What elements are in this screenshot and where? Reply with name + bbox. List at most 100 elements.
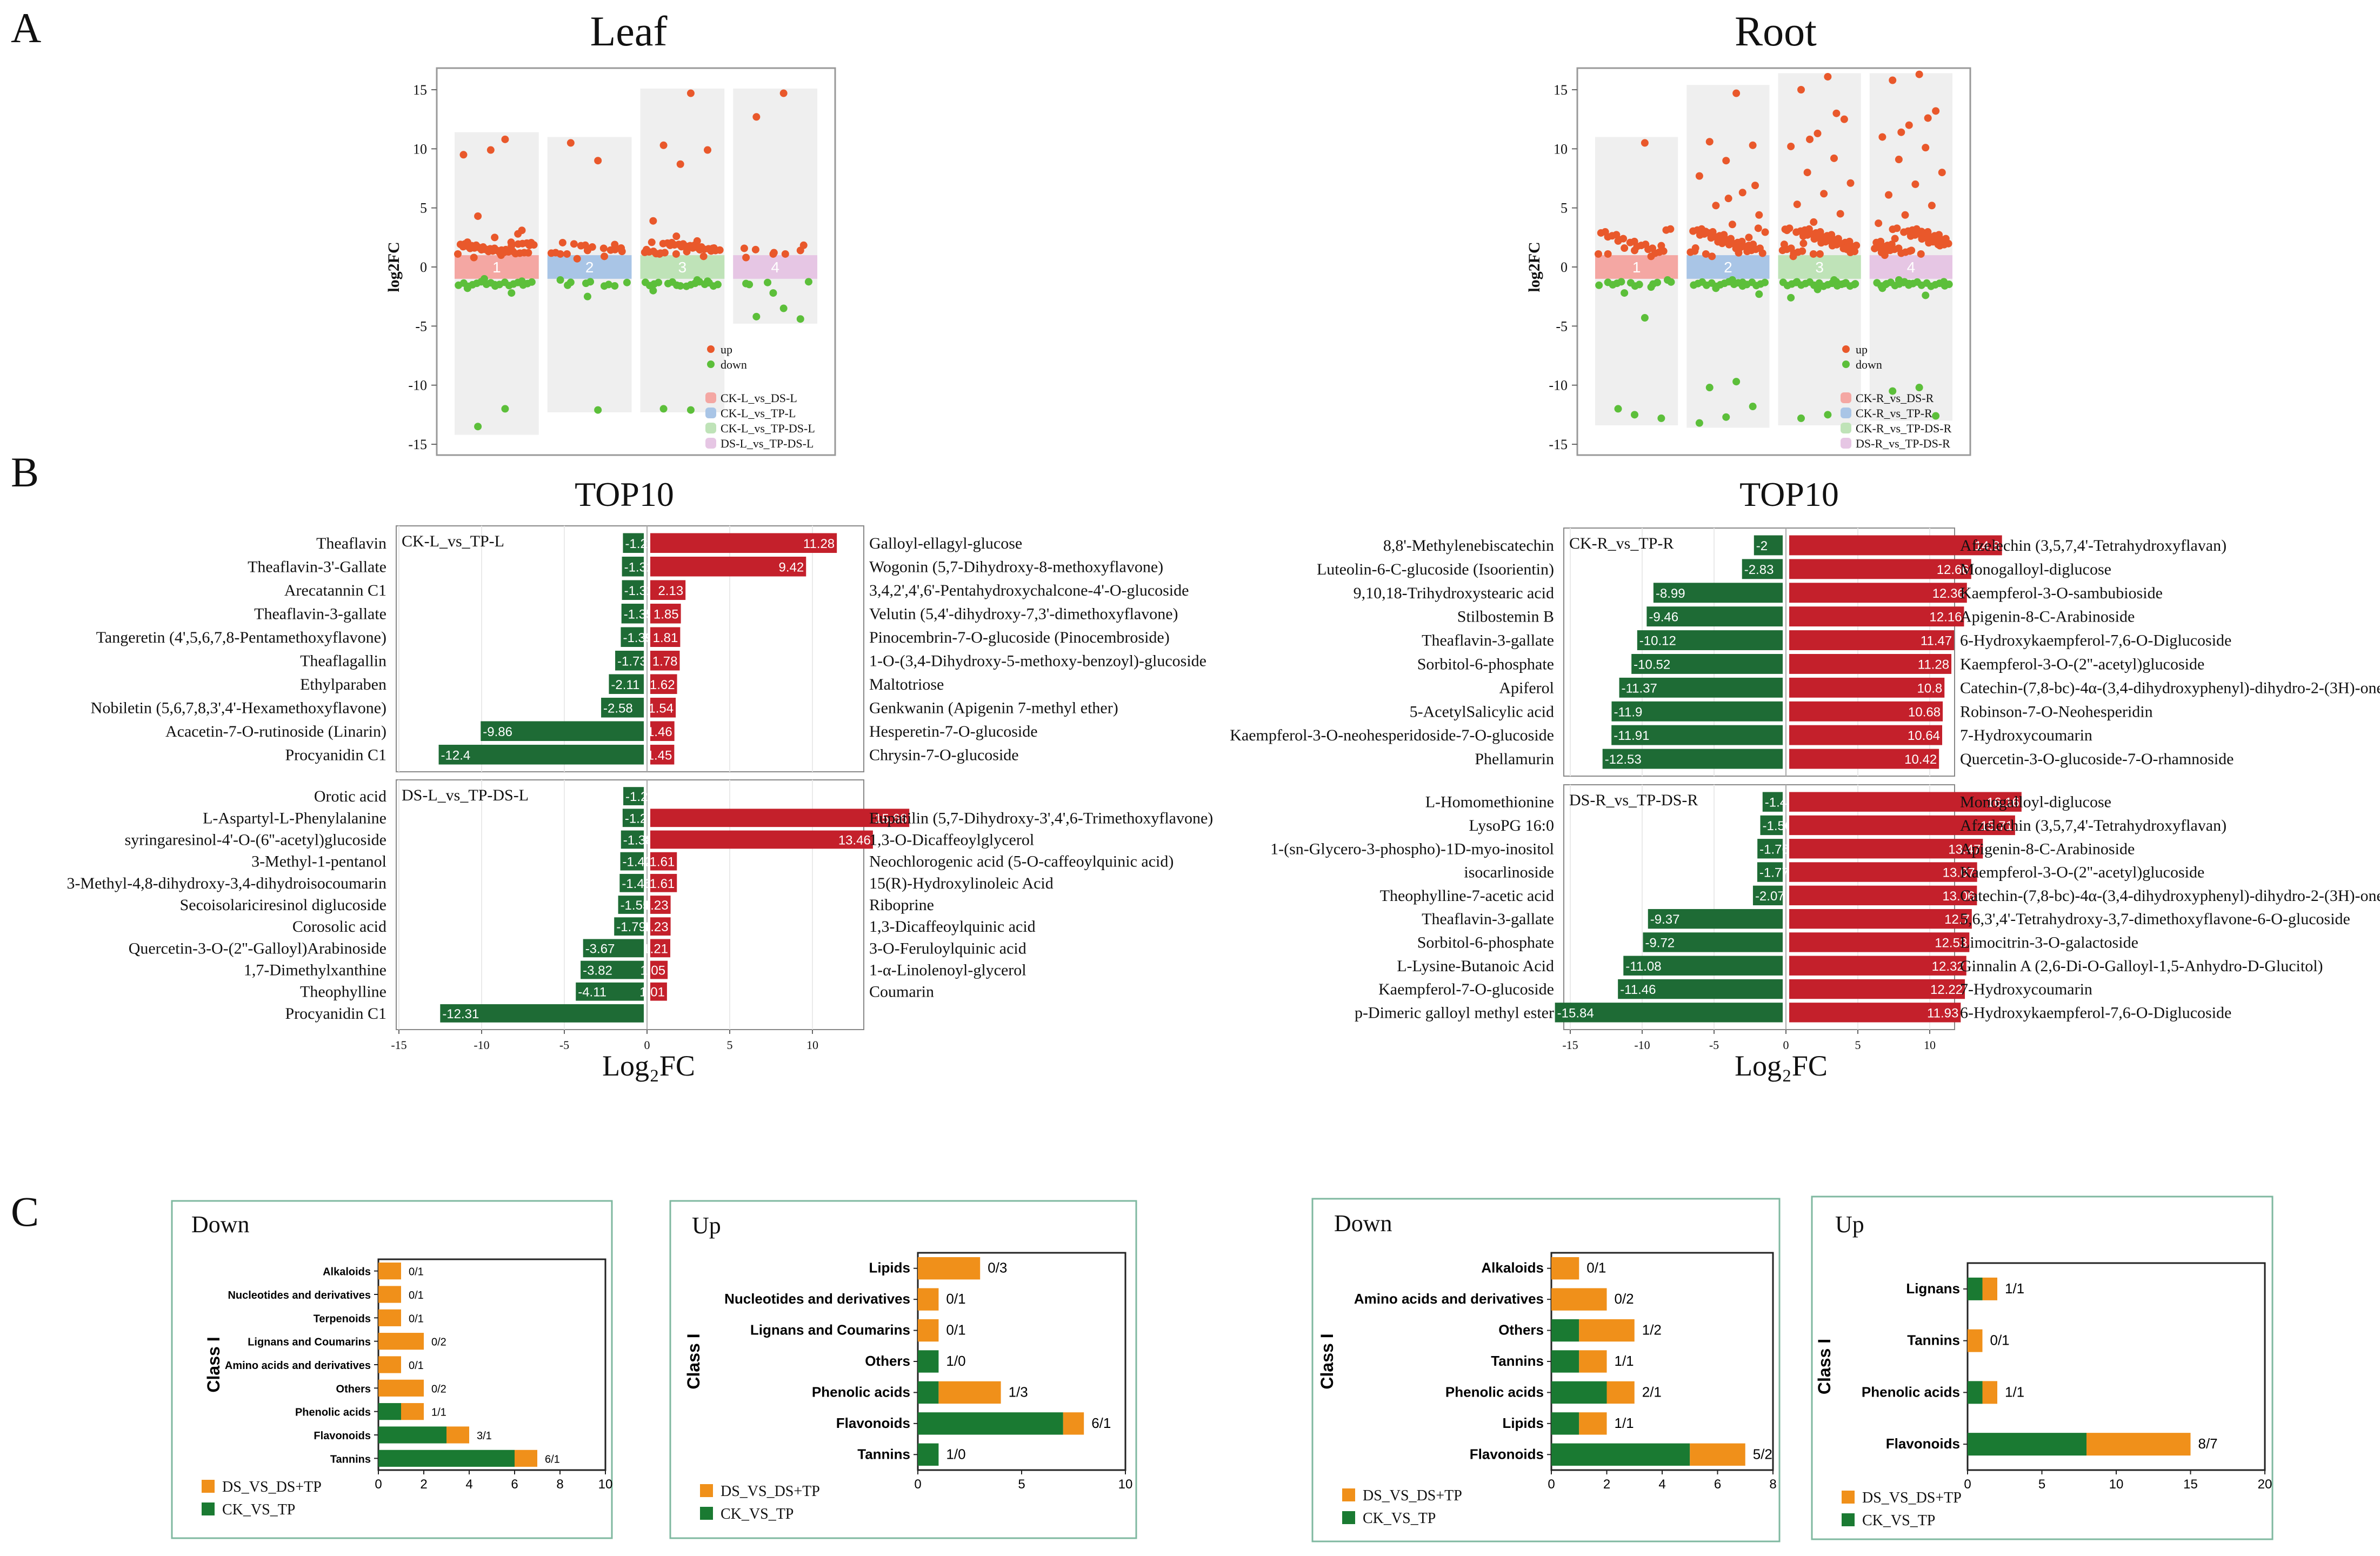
chart-title: Root [1735,8,1817,55]
down-metabolite-name: Theaflavin-3-gallate [1422,910,1554,928]
y-tick-label: 10 [413,141,427,157]
up-point [525,241,534,249]
down-point [1941,282,1949,290]
down-bar [1653,583,1783,603]
x-tick-label: 10 [1118,1477,1133,1492]
up-bar-value: 1.62 [650,678,675,692]
down-point [686,406,695,414]
down-bar [1643,932,1783,952]
down-metabolite-name: L-Aspartyl-L-Phenylalanine [203,809,386,827]
up-metabolite-name: Kaempferol-3-O-(2''-acetyl)glucoside [1960,655,2204,673]
down-bar [440,1004,644,1023]
up-bar [1789,979,1965,999]
ds-bar [1982,1381,1997,1404]
x-tick-label: 10 [2109,1477,2124,1492]
up-metabolite-name: Monogalloyl-diglucose [1960,793,2111,811]
y-axis-label: Class I [1815,1339,1834,1394]
down-metabolite-name: Ethylparaben [300,676,386,693]
up-point [1615,236,1623,244]
y-axis-label: Class I [1317,1333,1337,1389]
down-point [1815,279,1823,287]
down-bar [1762,792,1783,812]
up-point [1846,179,1855,187]
down-metabolite-name: Sorbitol-6-phosphate [1417,933,1554,951]
class-name: Others [1498,1322,1544,1338]
class-name: Lignans and Coumarins [248,1337,371,1348]
up-point [1728,221,1736,229]
up-metabolite-name: Wogonin (5,7-Dihydroxy-8-methoxyflavone) [869,558,1163,576]
down-point [1922,291,1930,299]
up-bar-value: 10.42 [1904,752,1937,767]
up-bar-value: 12.32 [1932,959,1964,974]
up-point [491,233,499,242]
ratio-label: 0/1 [946,1322,965,1338]
ck-bar [918,1381,939,1404]
ds-bar [378,1309,401,1326]
down-bar-value: -11.91 [1614,729,1649,743]
class-name: Phenolic acids [812,1384,910,1400]
top10-xlabel-right: Log₂FC [1735,1050,1828,1082]
down-bar [583,939,644,958]
down-bar [621,627,644,647]
up-point [1938,169,1946,177]
up-point [740,244,748,252]
ck-bar [1551,1319,1579,1342]
ds-bar [1968,1329,1983,1352]
up-point [1871,244,1879,252]
up-point [1922,144,1930,152]
down-bar [622,556,644,577]
manhattan-root-manhattan: Root -15 -10 -5 0 5 10 15 log2FC 1 2 3 4 up down CK-R_v… [1525,8,1971,456]
ratio-label: 8/7 [2198,1435,2218,1452]
up-point [1626,238,1634,246]
legend-ck-label: CK_VS_TP [222,1501,295,1518]
down-metabolite-name: Tangeretin (4',5,6,7,8-Pentamethoxyflavo… [96,629,386,646]
down-point [1901,278,1909,286]
down-point [1755,290,1763,298]
legend-up-label: up [721,343,732,356]
up-bar [650,809,910,827]
down-bar [1754,535,1783,556]
y-tick-label: 10 [1554,141,1568,157]
up-metabolite-name: 6-Hydroxykaempferol-7,6-O-Diglucoside [1960,1004,2231,1021]
up-metabolite-name: 3-O-Feruloylquinic acid [869,939,1026,957]
up-point [699,252,708,261]
up-bar [1789,677,1945,698]
y-axis-label: Class I [684,1333,703,1389]
class-name: Lipids [869,1260,910,1276]
ck-bar [918,1350,939,1373]
down-point [752,312,761,320]
ds-bar [918,1257,981,1280]
class-name: Phenolic acids [1862,1384,1960,1400]
up-point [1797,86,1805,94]
down-metabolite-name: isocarlinoside [1464,864,1554,881]
x-tick-label: -15 [391,1038,406,1052]
up-point [1793,201,1801,209]
down-bar [1757,839,1783,859]
up-point [1830,154,1838,162]
up-point [1787,142,1795,150]
up-point [1936,242,1944,250]
x-tick-label: 4 [465,1477,472,1492]
up-point [1761,228,1769,236]
down-bar [622,809,644,827]
group-number: 2 [585,259,594,276]
up-point [752,113,761,121]
up-bar-value: 13.06 [1942,889,1975,904]
panel-label-c: C [11,1188,39,1235]
y-tick-label: 15 [413,82,427,98]
ds-bar [1606,1381,1635,1404]
up-point [1817,239,1825,247]
up-point [1901,211,1909,219]
group-number: 4 [771,259,779,276]
up-point [1778,246,1786,255]
up-point [514,240,522,248]
ratio-label: 1/1 [431,1407,446,1419]
up-point [1889,225,1897,233]
up-bar [1789,956,1966,976]
class-name: Lignans [1906,1280,1960,1297]
ck-bar [1551,1350,1579,1373]
down-bar [1631,654,1783,674]
top10-charts: TOP10 TOP10 Log₂FC Log₂FC CK-L_vs_TP-L -1… [66,475,2380,1082]
panel-title: Down [1334,1210,1392,1237]
up-point [594,157,602,165]
